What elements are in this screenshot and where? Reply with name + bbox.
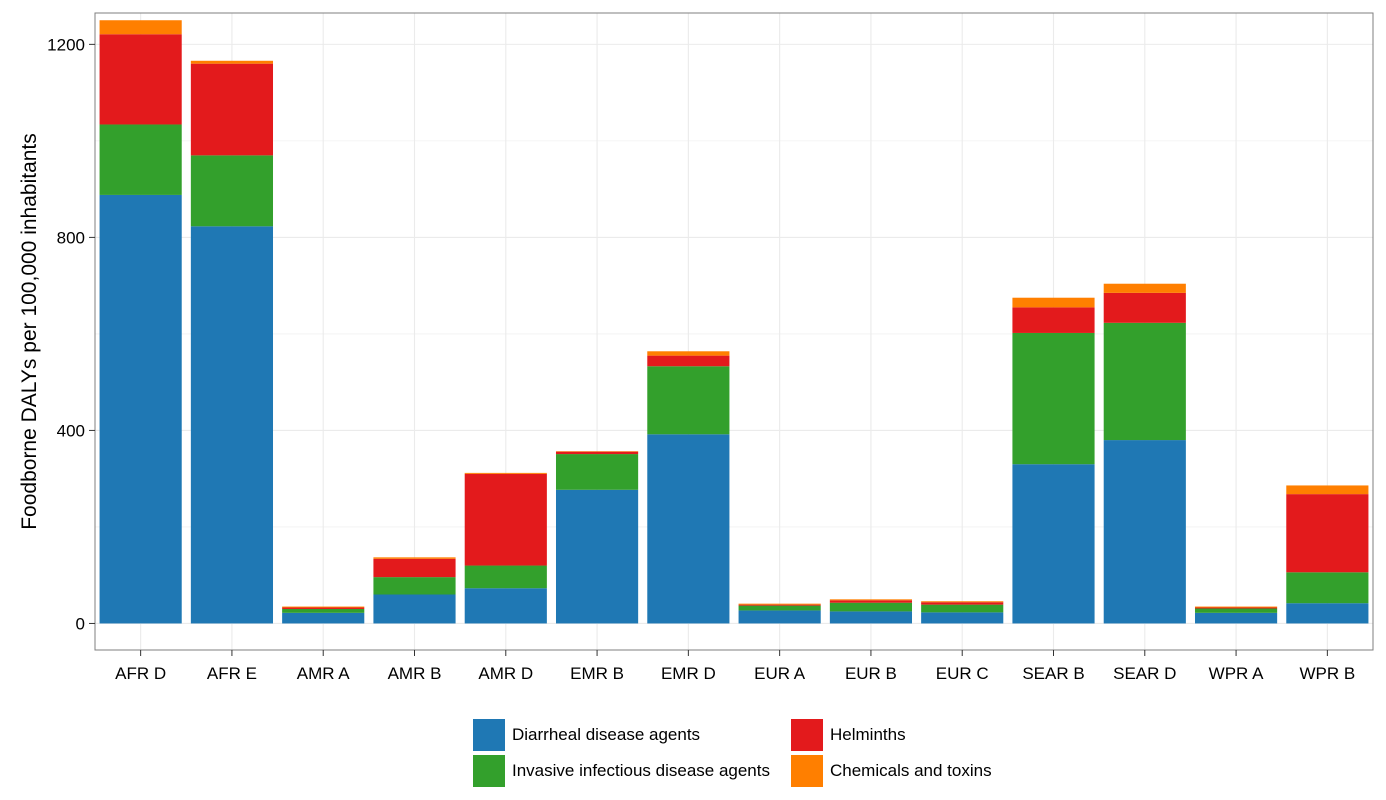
bars	[99, 20, 1369, 624]
bar-segment-invasive-infectious-disease-agents	[555, 454, 639, 490]
bar-segment-invasive-infectious-disease-agents	[373, 577, 456, 595]
x-tick-label: AMR D	[478, 664, 533, 683]
x-tick-label: EMR B	[570, 664, 624, 683]
bar-segment-chemicals-and-toxins	[99, 20, 182, 35]
legend-item-diarrheal-disease-agents: Diarrheal disease agents	[472, 718, 700, 752]
bar-segment-chemicals-and-toxins	[373, 557, 456, 559]
x-tick-label: WPR B	[1299, 664, 1355, 683]
y-tick-label: 1200	[47, 35, 85, 54]
legend-swatch	[790, 754, 824, 788]
bar-segment-invasive-infectious-disease-agents	[190, 155, 274, 227]
bar-segment-invasive-infectious-disease-agents	[99, 124, 182, 195]
bar-segment-helminths	[464, 473, 547, 566]
bar-segment-helminths	[1012, 307, 1095, 333]
y-tick-label: 0	[76, 614, 85, 633]
bar-segment-chemicals-and-toxins	[1194, 606, 1278, 608]
bar-segment-chemicals-and-toxins	[1286, 485, 1369, 495]
legend: Diarrheal disease agents Invasive infecti…	[472, 718, 1032, 790]
bar-segment-chemicals-and-toxins	[738, 603, 821, 605]
legend-label: Diarrheal disease agents	[512, 725, 701, 744]
bar-segment-helminths	[921, 602, 1004, 605]
axes: 0 400 800 1200 AFR D AFR E AMR A AMR B AMR D EMR …	[47, 35, 1355, 683]
bar-segment-helminths	[282, 607, 365, 609]
x-tick-label: EMR D	[661, 664, 716, 683]
bar-segment-diarrheal-disease-agents	[464, 588, 547, 624]
bar-segment-invasive-infectious-disease-agents	[1103, 322, 1186, 441]
y-tick-label: 800	[57, 228, 85, 247]
bar-segment-diarrheal-disease-agents	[1103, 440, 1186, 624]
x-tick-label: AFR E	[207, 664, 257, 683]
bar-segment-chemicals-and-toxins	[1012, 297, 1095, 308]
bar-segment-chemicals-and-toxins	[464, 472, 547, 474]
bar-segment-chemicals-and-toxins	[282, 606, 365, 608]
bar-segment-invasive-infectious-disease-agents	[282, 608, 365, 613]
legend-item-helminths: Helminths	[790, 718, 906, 752]
bar-segment-diarrheal-disease-agents	[1194, 612, 1278, 624]
bar-segment-invasive-infectious-disease-agents	[1286, 572, 1369, 604]
bar-segment-diarrheal-disease-agents	[373, 594, 456, 624]
legend-item-chemicals-and-toxins: Chemicals and toxins	[790, 754, 992, 788]
bar-segment-diarrheal-disease-agents	[738, 610, 821, 624]
bar-segment-invasive-infectious-disease-agents	[464, 565, 547, 589]
bar-segment-diarrheal-disease-agents	[190, 226, 274, 624]
bar-segment-helminths	[647, 355, 730, 367]
bar-segment-helminths	[190, 63, 274, 156]
bar-segment-helminths	[829, 600, 913, 603]
bar-segment-chemicals-and-toxins	[921, 601, 1004, 603]
legend-label: Invasive infectious disease agents	[512, 761, 770, 780]
x-tick-label: AMR B	[388, 664, 442, 683]
bar-segment-invasive-infectious-disease-agents	[647, 366, 730, 435]
x-tick-label: EUR A	[754, 664, 806, 683]
bar-segment-invasive-infectious-disease-agents	[1012, 332, 1095, 465]
bar-segment-diarrheal-disease-agents	[921, 612, 1004, 624]
bar-segment-invasive-infectious-disease-agents	[921, 604, 1004, 613]
bar-segment-chemicals-and-toxins	[647, 351, 730, 356]
legend-swatch	[472, 718, 506, 752]
bar-segment-invasive-infectious-disease-agents	[738, 605, 821, 611]
bar-segment-helminths	[99, 34, 182, 125]
bar-segment-helminths	[1286, 494, 1369, 573]
bar-segment-diarrheal-disease-agents	[99, 194, 182, 624]
bar-segment-helminths	[373, 558, 456, 578]
legend-item-invasive-infectious-disease-agents: Invasive infectious disease agents	[472, 754, 770, 788]
x-tick-label: EUR C	[936, 664, 989, 683]
bar-segment-invasive-infectious-disease-agents	[1194, 608, 1278, 613]
bar-segment-diarrheal-disease-agents	[282, 612, 365, 624]
bar-segment-diarrheal-disease-agents	[555, 489, 639, 624]
legend-swatch	[790, 718, 824, 752]
legend-swatch	[472, 754, 506, 788]
x-tick-label: SEAR D	[1113, 664, 1176, 683]
panel-border	[94, 12, 1374, 651]
legend-label: Chemicals and toxins	[830, 761, 992, 780]
bar-segment-diarrheal-disease-agents	[647, 434, 730, 624]
x-tick-label: EUR B	[845, 664, 897, 683]
bar-segment-helminths	[738, 604, 821, 606]
bar-segment-helminths	[1103, 292, 1186, 323]
bar-segment-chemicals-and-toxins	[829, 599, 913, 601]
legend-label: Helminths	[830, 725, 906, 744]
bar-segment-invasive-infectious-disease-agents	[829, 602, 913, 612]
y-axis-title: Foodborne DALYs per 100,000 inhabitants	[18, 133, 41, 530]
x-tick-label: AFR D	[115, 664, 166, 683]
bar-segment-diarrheal-disease-agents	[1012, 464, 1095, 624]
bar-segment-helminths	[1194, 607, 1278, 609]
y-tick-label: 400	[57, 421, 85, 440]
x-tick-label: WPR A	[1209, 664, 1264, 683]
bar-segment-helminths	[555, 451, 639, 455]
x-tick-label: SEAR B	[1022, 664, 1084, 683]
bar-segment-chemicals-and-toxins	[190, 60, 274, 64]
bar-segment-chemicals-and-toxins	[1103, 283, 1186, 293]
bar-segment-diarrheal-disease-agents	[1286, 603, 1369, 624]
x-tick-label: AMR A	[297, 664, 351, 683]
bar-segment-diarrheal-disease-agents	[829, 611, 913, 624]
